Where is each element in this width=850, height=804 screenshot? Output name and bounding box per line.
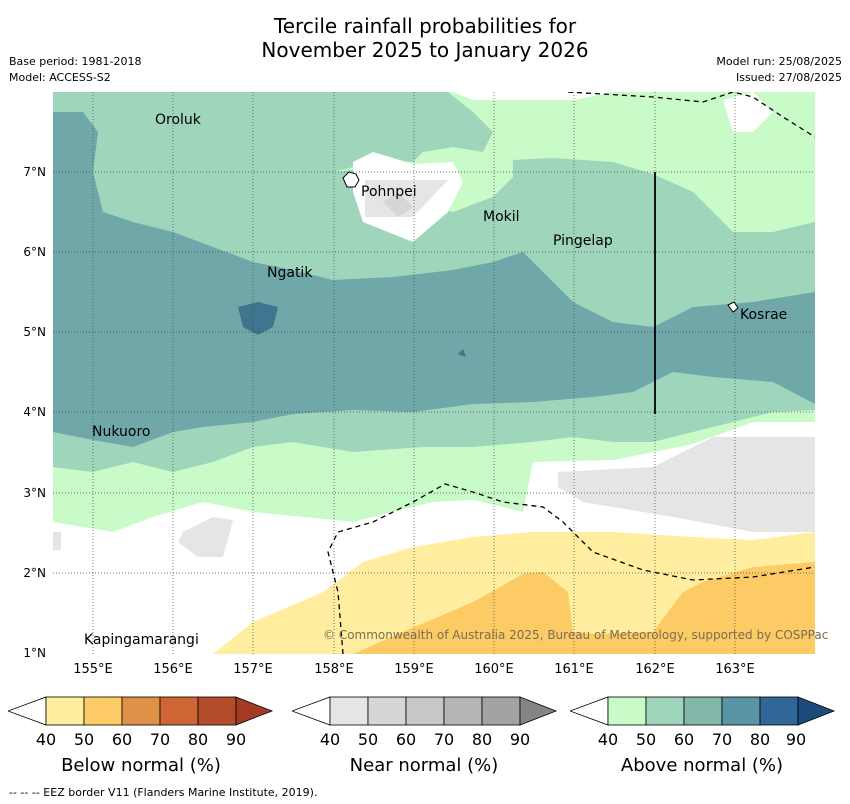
above-70-80-blob	[238, 302, 278, 335]
title-line-2: November 2025 to January 2026	[261, 38, 589, 62]
cb-below-tick-90: 90	[225, 730, 247, 749]
cb-above-tick-60: 60	[673, 730, 695, 749]
model-run: Model run: 25/08/2025	[716, 55, 842, 68]
cb-above-tick-90: 90	[785, 730, 807, 749]
lat-tick-3: 3°N	[23, 486, 46, 500]
near-50-60-pohnpei	[383, 192, 413, 217]
colorbar-above-left-arrow	[570, 696, 609, 726]
cb-below-tick-70: 70	[149, 730, 171, 749]
copyright-notice: © Commonwealth of Australia 2025, Bureau…	[323, 628, 829, 642]
place-label-nukuoro: Nukuoro	[92, 424, 151, 440]
colorbar-above-swatch-40	[607, 696, 647, 726]
above-60-70-region	[53, 112, 815, 447]
cb-above-tick-70: 70	[711, 730, 733, 749]
lon-tick-157: 157°E	[233, 662, 273, 677]
colorbar-near-swatch-60	[405, 696, 445, 726]
colorbar-near-title: Near normal (%)	[349, 755, 499, 776]
colorbar-above-swatch-70	[721, 696, 761, 726]
place-label-pingelap: Pingelap	[553, 233, 613, 249]
rainfall-probability-map	[53, 92, 815, 654]
lon-tick-163: 163°E	[715, 662, 755, 677]
cb-near-tick-80: 80	[471, 730, 493, 749]
cb-above-tick-40: 40	[597, 730, 619, 749]
colorbar-below-right-arrow	[235, 696, 274, 726]
near-40-50-left	[53, 532, 61, 550]
eez-border-north	[567, 92, 815, 138]
lon-tick-156: 156°E	[153, 662, 193, 677]
place-label-ngatik: Ngatik	[267, 265, 313, 281]
title-line-1: Tercile rainfall probabilities for	[273, 14, 577, 38]
lon-tick-162: 162°E	[635, 662, 675, 677]
colorbar-near-swatch-50	[367, 696, 407, 726]
map-title: Tercile rainfall probabilities for Novem…	[0, 14, 850, 62]
colorbar-below-swatch-60	[121, 696, 161, 726]
place-label-kapingamarangi: Kapingamarangi	[84, 632, 199, 648]
lat-tick-2: 2°N	[23, 566, 46, 580]
lat-tick-5: 5°N	[23, 325, 46, 339]
cb-near-tick-50: 50	[357, 730, 379, 749]
colorbar-above-title: Above normal (%)	[620, 755, 784, 776]
near-40-50-pohnpei	[365, 180, 448, 217]
base-period: Base period: 1981-2018	[9, 55, 142, 68]
lat-tick-7: 7°N	[23, 165, 46, 179]
lat-tick-1: 1°N	[23, 646, 46, 660]
cb-above-tick-80: 80	[749, 730, 771, 749]
meta-right: Model run: 25/08/2025 Issued: 27/08/2025	[716, 54, 842, 86]
cb-below-tick-40: 40	[35, 730, 57, 749]
cb-near-tick-70: 70	[433, 730, 455, 749]
cb-below-tick-80: 80	[187, 730, 209, 749]
place-label-oroluk: Oroluk	[155, 112, 201, 128]
pohnpei-island-outline	[342, 171, 360, 188]
colorbar-below-swatch-80	[197, 696, 237, 726]
cb-below-tick-60: 60	[111, 730, 133, 749]
neutral-top-right	[723, 92, 773, 132]
near-40-50-south	[178, 517, 233, 557]
above-50-60-region	[53, 92, 493, 257]
colorbar-above-right-arrow	[797, 696, 836, 726]
kosrae-island-outline	[727, 301, 739, 313]
lon-tick-160: 160°E	[474, 662, 514, 677]
near-40-50-east	[558, 437, 815, 532]
colorbar-above	[570, 696, 836, 726]
place-label-kosrae: Kosrae	[740, 307, 788, 323]
lon-tick-161: 161°E	[554, 662, 594, 677]
colorbar-above-swatch-60	[683, 696, 723, 726]
lat-tick-4: 4°N	[23, 405, 46, 419]
lon-tick-159: 159°E	[394, 662, 434, 677]
colorbar-above-swatch-80	[759, 696, 799, 726]
place-label-pohnpei: Pohnpei	[361, 184, 417, 200]
lon-tick-158: 158°E	[314, 662, 354, 677]
neutral-top-patch	[523, 92, 613, 100]
cb-below-tick-50: 50	[73, 730, 95, 749]
cb-near-tick-90: 90	[509, 730, 531, 749]
cb-near-tick-60: 60	[395, 730, 417, 749]
colorbar-below-swatch-70	[159, 696, 199, 726]
colorbar-below-swatch-40	[45, 696, 85, 726]
colorbar-near-swatch-80	[481, 696, 521, 726]
issued-date: Issued: 27/08/2025	[735, 71, 842, 84]
colorbar-near-swatch-70	[443, 696, 483, 726]
colorbar-below-swatch-50	[83, 696, 123, 726]
colorbar-below-title: Below normal (%)	[61, 755, 221, 776]
place-label-mokil: Mokil	[483, 209, 520, 225]
lon-tick-155: 155°E	[73, 662, 113, 677]
colorbar-above-swatch-50	[645, 696, 685, 726]
eez-border-south	[327, 483, 815, 654]
colorbar-near	[292, 696, 558, 726]
colorbar-below-left-arrow	[8, 696, 47, 726]
model-name: Model: ACCESS-S2	[9, 71, 111, 84]
cb-above-tick-50: 50	[635, 730, 657, 749]
lat-tick-6: 6°N	[23, 245, 46, 259]
colorbar-near-right-arrow	[519, 696, 558, 726]
meta-left: Base period: 1981-2018 Model: ACCESS-S2	[9, 54, 141, 86]
below-50-60-region	[353, 562, 815, 654]
colorbar-near-swatch-40	[329, 696, 369, 726]
cb-near-tick-40: 40	[319, 730, 341, 749]
colorbar-below	[8, 696, 274, 726]
eez-footnote: -- -- -- EEZ border V11 (Flanders Marine…	[9, 786, 318, 799]
above-70-80-dot	[458, 349, 466, 357]
colorbar-near-left-arrow	[292, 696, 331, 726]
